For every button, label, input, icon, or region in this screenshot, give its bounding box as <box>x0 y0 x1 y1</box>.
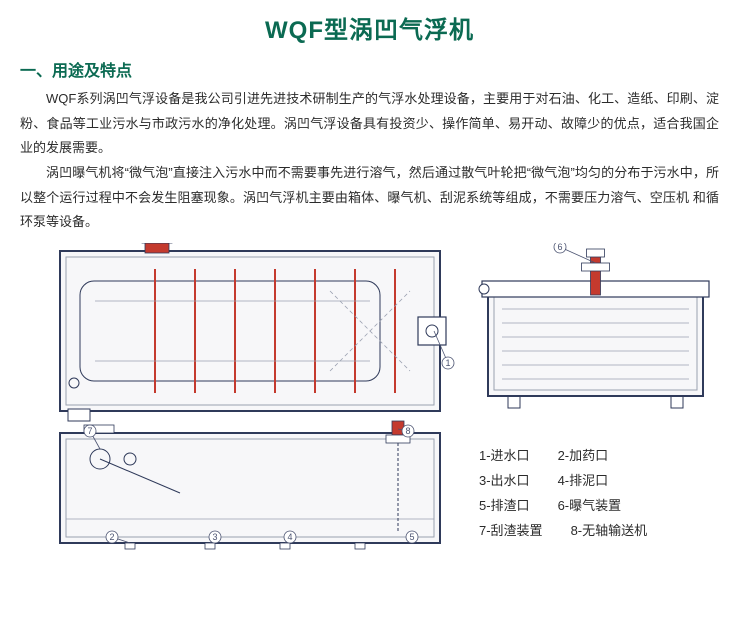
svg-text:1: 1 <box>445 358 450 368</box>
svg-text:2: 2 <box>109 532 114 542</box>
legend-item: 1-进水口 <box>479 445 530 464</box>
legend-row: 1-进水口 2-加药口 <box>479 445 709 464</box>
legend-item: 6-曝气装置 <box>558 495 622 514</box>
legend-item: 4-排泥口 <box>558 470 609 489</box>
legend-item: 8-无轴输送机 <box>571 520 648 539</box>
svg-text:5: 5 <box>409 532 414 542</box>
legend-item: 3-出水口 <box>479 470 530 489</box>
legend-item: 2-加药口 <box>558 445 609 464</box>
diagram-area: 1 6 7 2 3 4 8 5 1-进水口 2-加药口 3-出水口 4-排泥口 5-排渣口 6-曝气装置… <box>0 243 739 563</box>
svg-text:4: 4 <box>287 532 292 542</box>
section-heading: 一、用途及特点 <box>0 53 739 87</box>
legend-row: 3-出水口 4-排泥口 <box>479 470 709 489</box>
legend-item: 7-刮渣装置 <box>479 520 543 539</box>
diagram-legend: 1-进水口 2-加药口 3-出水口 4-排泥口 5-排渣口 6-曝气装置 7-刮渣装置 8-无… <box>479 445 709 545</box>
page-title: WQF型涡凹气浮机 <box>0 0 739 53</box>
svg-text:3: 3 <box>212 532 217 542</box>
paragraph-1: WQF系列涡凹气浮设备是我公司引进先进技术研制生产的气浮水处理设备，主要用于对石… <box>0 87 739 161</box>
legend-item: 5-排渣口 <box>479 495 530 514</box>
paragraph-2: 涡凹曝气机将“微气泡”直接注入污水中而不需要事先进行溶气，然后通过散气叶轮把“微… <box>0 161 739 235</box>
legend-row: 5-排渣口 6-曝气装置 <box>479 495 709 514</box>
svg-text:6: 6 <box>557 243 562 252</box>
legend-row: 7-刮渣装置 8-无轴输送机 <box>479 520 709 539</box>
svg-text:7: 7 <box>87 426 92 436</box>
svg-text:8: 8 <box>405 426 410 436</box>
